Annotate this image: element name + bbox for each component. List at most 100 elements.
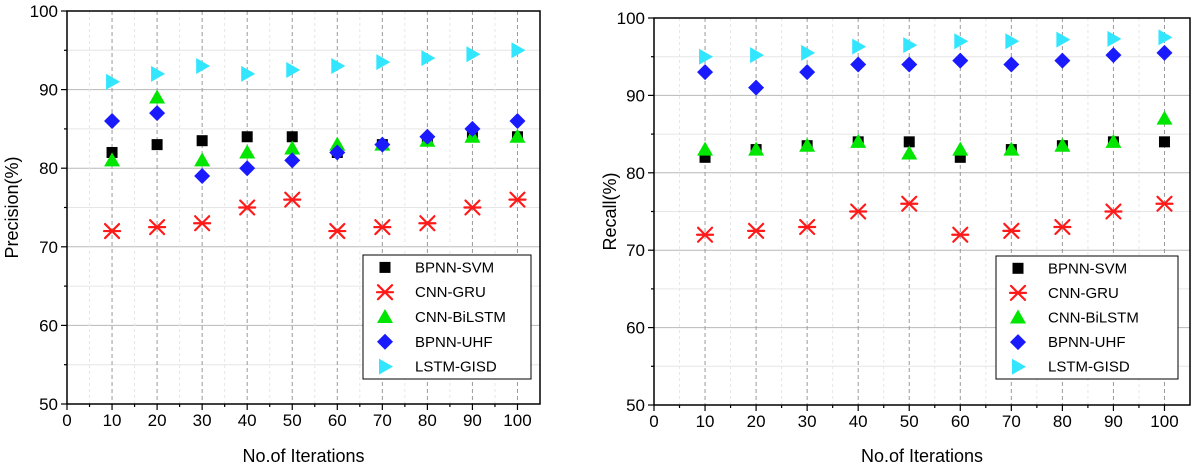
axis-ticks: [61, 10, 519, 410]
point-bpnn-uhf-50: [284, 152, 301, 169]
point-cnn-gru-20-stroke-d2: [148, 219, 166, 236]
point-bpnn-uhf-30: [194, 168, 211, 185]
point-bpnn-svm-100: [1158, 136, 1170, 148]
series-lstm-gisd: [699, 29, 1173, 65]
point-bpnn-uhf-70: [1003, 56, 1020, 73]
legend-label-bpnn-svm: BPNN-SVM: [1048, 260, 1127, 277]
point-bpnn-uhf-20: [748, 79, 765, 96]
point-lstm-gisd-10: [106, 73, 121, 90]
legend-marker-bpnn-svm: [379, 261, 391, 273]
legend-marker-bpnn-svm: [1012, 262, 1024, 274]
point-bpnn-uhf-100: [1156, 44, 1173, 61]
point-lstm-gisd-60: [331, 58, 346, 75]
legend-marker-bpnn-uhf: [1010, 334, 1026, 351]
series-bpnn-uhf: [104, 105, 526, 185]
point-cnn-gru-20: [746, 222, 766, 239]
point-cnn-bilstm-60: [329, 136, 346, 151]
point-lstm-gisd-80: [421, 50, 436, 67]
recall-chart: 0 10 20 30 40 50 60 70 80 90 100 50 60 70 80 90 100 No.of…: [600, 9, 1191, 466]
point-cnn-gru-10: [102, 222, 122, 240]
point-cnn-bilstm-10: [697, 141, 714, 156]
x-tick-label-0: 0: [62, 411, 71, 430]
point-cnn-gru-80: [418, 215, 437, 232]
point-lstm-gisd-20: [151, 65, 166, 82]
point-bpnn-uhf-40: [239, 160, 256, 177]
legend-marker-cnn-gru-stroke-d2: [376, 284, 394, 301]
point-lstm-gisd-40: [241, 65, 256, 82]
x-tick-label-90: 90: [463, 411, 482, 430]
legend-label-bpnn-uhf: BPNN-UHF: [415, 334, 493, 351]
point-lstm-gisd-100: [1158, 29, 1173, 46]
point-cnn-gru-100-stroke-d2: [509, 191, 526, 208]
point-cnn-gru-60: [951, 226, 970, 243]
x-tick-label-20: 20: [747, 412, 766, 431]
legend-label-lstm-gisd: LSTM-GISD: [415, 359, 497, 376]
point-lstm-gisd-10: [699, 48, 714, 65]
point-cnn-gru-20-stroke-d2: [747, 222, 765, 239]
y-tick-label-60: 60: [626, 319, 645, 338]
x-tick-label-100: 100: [503, 411, 531, 430]
point-cnn-gru-40-stroke-d2: [239, 199, 256, 216]
point-cnn-gru-30-stroke-d2: [194, 215, 211, 232]
point-bpnn-uhf-30: [799, 64, 816, 81]
x-tick-label-10: 10: [103, 411, 122, 430]
y-tick-label-50: 50: [39, 395, 58, 414]
point-lstm-gisd-90: [1107, 30, 1122, 47]
point-cnn-gru-90: [463, 199, 482, 216]
point-bpnn-uhf-90: [464, 120, 481, 137]
point-lstm-gisd-50: [903, 37, 918, 54]
x-tick-label-10: 10: [696, 412, 715, 431]
x-axis-title: No.of Iterations: [242, 446, 364, 466]
point-cnn-gru-40: [238, 199, 257, 216]
x-tick-label-0: 0: [649, 412, 658, 431]
point-lstm-gisd-80: [1056, 31, 1071, 48]
legend-marker-cnn-gru: [1008, 284, 1028, 301]
point-cnn-gru-50-stroke-d2: [284, 191, 301, 208]
x-tick-label-90: 90: [1104, 412, 1123, 431]
point-cnn-bilstm-10: [104, 152, 121, 167]
legend-marker-bpnn-uhf: [377, 333, 393, 350]
x-axis-title: No.of Iterations: [861, 446, 983, 466]
legend-marker-cnn-gru-stroke-d2: [1009, 284, 1027, 301]
series-cnn-bilstm: [697, 110, 1173, 160]
point-cnn-gru-50-stroke-d2: [901, 195, 918, 212]
point-cnn-gru-60: [328, 222, 347, 240]
point-cnn-gru-40: [849, 203, 868, 220]
point-lstm-gisd-20: [750, 47, 765, 64]
y-tick-label-90: 90: [39, 81, 58, 100]
point-cnn-gru-70: [373, 219, 392, 236]
point-cnn-gru-20: [147, 219, 167, 236]
point-bpnn-svm-50: [286, 131, 298, 143]
point-cnn-gru-10: [695, 226, 715, 243]
point-cnn-gru-90-stroke-d2: [464, 199, 481, 216]
y-tick-label-70: 70: [39, 238, 58, 257]
point-cnn-gru-90-stroke-d2: [1105, 203, 1122, 220]
point-cnn-bilstm-70: [1003, 141, 1020, 156]
series-cnn-gru: [102, 191, 527, 240]
point-cnn-gru-30-stroke-d2: [799, 218, 816, 236]
y-axis-title: Recall(%): [600, 172, 620, 250]
point-cnn-gru-30: [193, 215, 212, 232]
point-cnn-gru-100: [508, 191, 527, 208]
point-bpnn-uhf-100: [509, 113, 526, 130]
point-bpnn-uhf-70: [374, 136, 391, 153]
legend-label-cnn-bilstm: CNN-BiLSTM: [1048, 310, 1139, 327]
point-bpnn-svm-10: [699, 151, 711, 163]
point-bpnn-uhf-60: [329, 144, 346, 161]
point-bpnn-uhf-90: [1105, 47, 1122, 64]
axis-ticks: [648, 17, 1166, 411]
y-tick-label-70: 70: [626, 241, 645, 260]
x-tick-label-80: 80: [418, 411, 437, 430]
x-tick-label-30: 30: [193, 411, 212, 430]
point-cnn-gru-90: [1104, 203, 1123, 220]
legend-box: [995, 255, 1179, 380]
point-cnn-gru-80-stroke-d2: [1054, 218, 1071, 236]
point-lstm-gisd-100: [511, 42, 526, 59]
legend-label-bpnn-svm: BPNN-SVM: [415, 259, 494, 276]
point-cnn-gru-50: [283, 191, 302, 208]
legend-label-lstm-gisd: LSTM-GISD: [1048, 359, 1130, 376]
point-cnn-gru-100-stroke-d2: [1156, 195, 1173, 212]
point-bpnn-uhf-10: [697, 64, 714, 81]
point-cnn-bilstm-40: [239, 144, 256, 159]
